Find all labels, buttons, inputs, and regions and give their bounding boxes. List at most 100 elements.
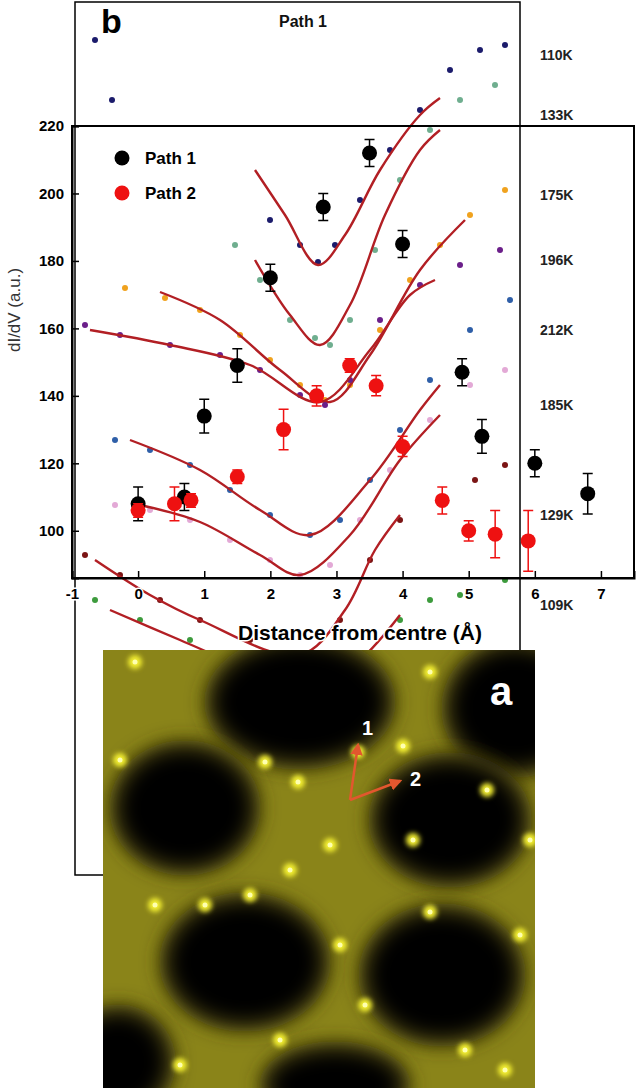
arrow xyxy=(350,781,400,800)
image-spot xyxy=(518,933,523,938)
image-hole xyxy=(370,915,514,1035)
data-dot xyxy=(492,82,498,88)
data-dot xyxy=(427,377,433,383)
data-dot xyxy=(122,285,128,291)
curve-label: 110K xyxy=(540,47,573,63)
y-axis-line xyxy=(73,127,80,579)
y-tick: 180 xyxy=(39,252,79,269)
data-dot xyxy=(502,187,508,193)
image-spot xyxy=(485,788,490,793)
y-axis-title: dI/dV (a.u.) xyxy=(5,268,24,352)
image-glow xyxy=(358,998,372,1012)
x-tick-label: 1 xyxy=(201,585,209,602)
image-hole xyxy=(171,904,319,1020)
data-point xyxy=(276,422,291,437)
data-point xyxy=(527,456,542,471)
y-tick: 120 xyxy=(39,455,79,472)
legend-box xyxy=(92,129,250,237)
image-glow xyxy=(480,783,494,797)
fit-line xyxy=(140,415,440,575)
y-tick: 200 xyxy=(39,185,79,202)
data-point xyxy=(369,378,384,393)
data-dot xyxy=(472,477,478,483)
image-spot xyxy=(528,838,533,843)
x-tick: 7 xyxy=(597,571,605,602)
data-dot xyxy=(377,317,383,323)
x-axis-title: Distance from centre (Å) xyxy=(238,621,482,644)
data-dot xyxy=(477,47,483,53)
image-spot xyxy=(363,1003,368,1008)
curve-label: 109K xyxy=(540,597,573,613)
image-glow xyxy=(198,898,212,912)
y-tick-mark xyxy=(72,531,79,533)
y-tick: 140 xyxy=(39,387,79,404)
figure: -101234567100120140160180200220Distance … xyxy=(0,0,641,1088)
legend-marker xyxy=(115,186,130,201)
data-dot xyxy=(187,637,193,643)
legend-label: Path 1 xyxy=(145,149,196,168)
image-shade xyxy=(368,752,532,888)
y-tick: 100 xyxy=(39,522,79,539)
x-tick-mark xyxy=(535,571,537,578)
x-tick-mark xyxy=(468,571,470,578)
data-dot xyxy=(92,37,98,43)
data-dot xyxy=(502,367,508,373)
data-dot xyxy=(267,217,273,223)
x-tick: 2 xyxy=(267,571,275,602)
fit-line xyxy=(90,280,435,402)
data-dot xyxy=(507,297,513,303)
x-tick-mark xyxy=(336,571,338,578)
image-spot xyxy=(203,903,208,908)
x-tick: 4 xyxy=(399,571,408,602)
x-axis-line xyxy=(73,571,635,579)
x-tick-label: 5 xyxy=(465,585,473,602)
image-spot xyxy=(263,760,268,765)
data-dot xyxy=(457,262,463,268)
inset-frame xyxy=(72,126,634,578)
fit-line xyxy=(130,385,440,535)
x-tick-label: 0 xyxy=(134,585,142,602)
data-dot xyxy=(467,382,473,388)
image-glow xyxy=(323,838,337,852)
curve-label: 129K xyxy=(540,507,573,523)
curve-label: 133K xyxy=(540,107,573,123)
image-spot xyxy=(118,758,123,763)
image-glow xyxy=(291,775,305,789)
y-tick-mark xyxy=(72,261,79,263)
image-spot xyxy=(503,1068,508,1073)
curve-label: 212K xyxy=(540,322,573,338)
data-dot xyxy=(457,97,463,103)
image-glow xyxy=(396,739,410,753)
data-point xyxy=(362,145,377,160)
image-glow xyxy=(498,1063,512,1077)
arrow xyxy=(350,745,358,800)
y-tick-label: 100 xyxy=(39,522,64,539)
panel-b-plot xyxy=(82,37,513,693)
data-dot xyxy=(327,562,333,568)
image-hole xyxy=(121,752,249,864)
image-glow xyxy=(283,863,297,877)
x-tick-label: 6 xyxy=(531,585,539,602)
x-tick-label: 4 xyxy=(399,585,408,602)
y-tick-mark xyxy=(72,328,79,330)
curve-label: 175K xyxy=(540,187,573,203)
x-tick-label: -1 xyxy=(66,585,79,602)
image-spot xyxy=(411,838,416,843)
data-dot xyxy=(467,327,473,333)
image-glow xyxy=(513,928,527,942)
data-point xyxy=(395,237,410,252)
y-tick-mark xyxy=(72,463,79,465)
image-spot xyxy=(278,1038,283,1043)
data-point xyxy=(342,358,357,373)
image-spot xyxy=(338,943,343,948)
data-dot xyxy=(427,127,433,133)
image-hole xyxy=(103,1016,164,1088)
image-glow xyxy=(173,1058,187,1072)
y-tick-mark xyxy=(72,396,79,398)
image-shade xyxy=(204,650,396,770)
image-shade xyxy=(259,1041,411,1088)
data-dot xyxy=(502,42,508,48)
x-tick-mark xyxy=(601,571,603,578)
image-shade xyxy=(109,740,261,876)
data-dot xyxy=(82,552,88,558)
